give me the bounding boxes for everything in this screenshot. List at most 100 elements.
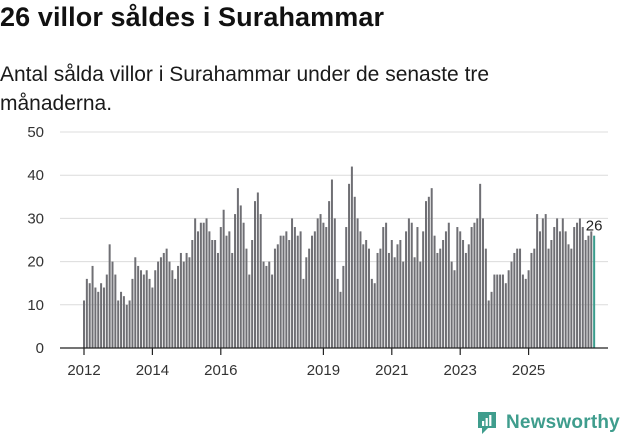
bar — [285, 231, 288, 348]
y-tick-label: 10 — [27, 297, 44, 314]
bar — [433, 235, 436, 348]
bar — [544, 214, 547, 348]
bar — [399, 240, 402, 348]
bar — [225, 235, 228, 348]
bar — [259, 214, 262, 348]
bar — [248, 274, 251, 348]
bar — [117, 300, 120, 348]
bar — [299, 231, 302, 348]
bar — [373, 283, 376, 348]
bar — [234, 214, 237, 348]
bar — [328, 201, 331, 348]
y-tick-label: 0 — [36, 340, 44, 357]
x-tick-label: 2012 — [67, 362, 100, 379]
bar — [379, 248, 382, 348]
bar — [219, 227, 222, 348]
bar — [214, 240, 217, 348]
bar — [584, 240, 587, 348]
bar — [348, 183, 351, 348]
bar — [573, 227, 576, 348]
brand-logo: Newsworthy — [476, 406, 620, 440]
bar — [296, 235, 299, 348]
bar — [311, 235, 313, 348]
bar — [533, 248, 536, 348]
bar — [159, 257, 162, 348]
bar — [450, 261, 453, 348]
bar — [319, 214, 322, 348]
y-tick-label: 20 — [27, 254, 44, 271]
bar-latest — [593, 235, 596, 348]
bar — [462, 240, 465, 348]
bar — [208, 231, 211, 348]
bar — [530, 252, 533, 348]
bar — [436, 252, 439, 348]
bar — [405, 231, 408, 348]
newsworthy-logo-icon — [478, 412, 496, 434]
bar — [122, 296, 125, 348]
bar — [288, 240, 291, 348]
bar — [251, 240, 254, 348]
bar — [407, 218, 410, 348]
x-tick-label: 2014 — [136, 362, 169, 379]
bar — [273, 248, 276, 348]
bars — [83, 166, 596, 348]
x-tick-label: 2021 — [375, 362, 408, 379]
bar — [140, 270, 142, 348]
bar — [550, 240, 553, 348]
bar — [88, 283, 91, 348]
bar — [553, 227, 556, 348]
bar — [128, 300, 131, 348]
bar — [376, 252, 379, 348]
bar — [470, 227, 473, 348]
bar — [516, 248, 519, 348]
bar — [125, 304, 128, 348]
bar — [137, 265, 140, 348]
bar — [111, 261, 114, 348]
bar — [245, 248, 248, 348]
bar — [493, 274, 496, 348]
bar — [211, 240, 214, 348]
bar — [365, 240, 368, 348]
bar — [242, 222, 245, 348]
y-tick-label: 50 — [27, 124, 44, 141]
bar — [216, 252, 219, 348]
bar — [513, 252, 516, 348]
bar — [185, 252, 188, 348]
y-tick-label: 30 — [27, 210, 44, 227]
bar — [271, 274, 274, 348]
bar — [459, 231, 462, 348]
bar — [202, 222, 205, 348]
bar — [165, 248, 168, 348]
bar — [313, 231, 316, 348]
bar — [453, 270, 456, 348]
bar — [536, 214, 539, 348]
bar — [419, 261, 422, 348]
x-tick-label: 2016 — [204, 362, 237, 379]
bar — [393, 257, 396, 348]
bar — [194, 218, 197, 348]
bar — [387, 252, 390, 348]
bar — [425, 201, 427, 348]
bar — [171, 270, 174, 348]
bar — [330, 179, 333, 348]
bar — [427, 196, 430, 348]
bar — [519, 248, 522, 348]
bar — [484, 248, 487, 348]
bar — [83, 300, 85, 348]
bar — [510, 261, 513, 348]
bar — [370, 278, 373, 348]
bar — [567, 244, 570, 348]
bar — [382, 227, 385, 348]
bar — [561, 218, 564, 348]
bar — [581, 227, 584, 348]
y-tick-label: 40 — [27, 167, 44, 184]
bar — [501, 274, 504, 348]
bar — [430, 188, 433, 348]
bar — [105, 274, 108, 348]
bar — [302, 278, 305, 348]
bar — [390, 240, 393, 348]
bar — [547, 248, 550, 348]
bar — [120, 291, 123, 348]
bar — [385, 222, 388, 348]
